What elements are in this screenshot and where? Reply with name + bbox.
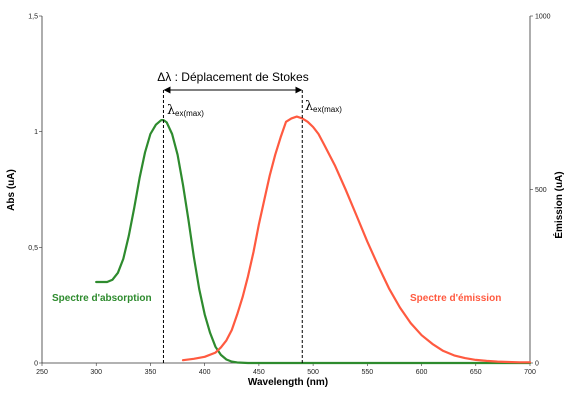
ticks: 250 300 350 400 450 500 550 600 650 70000,511,505…	[28, 14, 550, 377]
x-tick-label: 250	[36, 369, 48, 376]
y-left-tick-label: 1,5	[28, 14, 38, 21]
stokes-shift-label: Δλ : Déplacement de Stokes	[157, 70, 308, 84]
lambda-left-subscript: ex(max)	[175, 109, 204, 118]
x-tick-label: 500	[307, 369, 319, 376]
absorption-series-label: Spectre d'absorption	[52, 293, 152, 304]
y-right-tick-label: 1000	[535, 14, 551, 21]
emission-series-line	[181, 115, 532, 364]
y-left-tick-label: 0	[34, 361, 38, 368]
y-right-tick-label: 0	[535, 361, 539, 368]
lambda-right-symbol: λ	[305, 99, 313, 114]
x-tick-label: 700	[524, 369, 536, 376]
absorption-series-line	[95, 118, 532, 365]
x-tick-label: 650	[470, 369, 482, 376]
y-axis-right-title: Émission (uA)	[552, 171, 565, 238]
y-axis-left-title: Abs (uA)	[6, 169, 17, 211]
series-lines	[95, 115, 532, 365]
x-tick-label: 550	[361, 369, 373, 376]
x-axis-title: Wavelength (nm)	[248, 377, 328, 388]
x-tick-label: 300	[90, 369, 102, 376]
x-tick-label: 600	[416, 369, 428, 376]
lambda-right-subscript: ex(max)	[313, 105, 342, 114]
emission-series-label: Spectre d'émission	[410, 293, 501, 304]
lambda-left-symbol: λ	[167, 103, 175, 118]
x-tick-label: 450	[253, 369, 265, 376]
y-left-tick-label: 0,5	[28, 245, 38, 252]
x-tick-label: 350	[145, 369, 157, 376]
x-tick-label: 400	[199, 369, 211, 376]
y-right-tick-label: 500	[535, 187, 547, 194]
y-left-tick-label: 1	[34, 129, 38, 136]
